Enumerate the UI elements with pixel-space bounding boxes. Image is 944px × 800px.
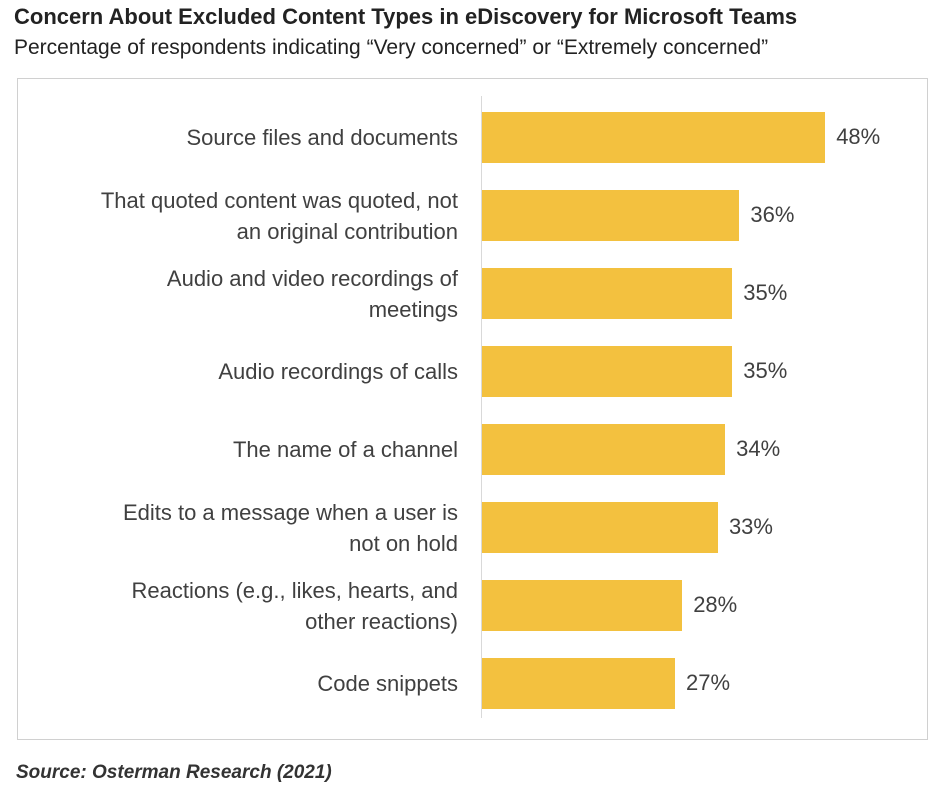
bar	[482, 580, 683, 631]
category-label: Source files and documents	[186, 125, 459, 150]
bar	[482, 268, 733, 319]
value-label: 27%	[686, 670, 731, 695]
bar	[482, 112, 826, 163]
category-label: Edits to a message when a user is not on…	[122, 499, 458, 556]
value-label: 34%	[736, 436, 781, 461]
bar	[482, 502, 718, 553]
value-label: 33%	[728, 514, 773, 539]
value-label: 36%	[750, 202, 795, 227]
bar	[482, 190, 740, 241]
value-label: 48%	[836, 124, 881, 149]
chart-subtitle: Percentage of respondents indicating “Ve…	[14, 36, 769, 59]
category-label: Reactions (e.g., likes, hearts, and othe…	[131, 577, 459, 634]
bar	[482, 658, 676, 709]
chart-title: Concern About Excluded Content Types in …	[14, 4, 798, 29]
category-label: Audio and video recordings of meetings	[166, 265, 458, 322]
value-label: 35%	[743, 280, 788, 305]
category-axis-line	[481, 96, 482, 718]
value-label: 28%	[693, 592, 738, 617]
value-label: 35%	[743, 358, 788, 383]
category-label: Code snippets	[317, 671, 458, 696]
category-label: That quoted content was quoted, not an o…	[100, 187, 458, 244]
bar	[482, 346, 733, 397]
category-label: Audio recordings of calls	[218, 359, 458, 384]
chart-frame	[17, 78, 928, 740]
source-note: Source: Osterman Research (2021)	[16, 762, 332, 783]
category-label: The name of a channel	[232, 437, 458, 462]
bar	[482, 424, 726, 475]
